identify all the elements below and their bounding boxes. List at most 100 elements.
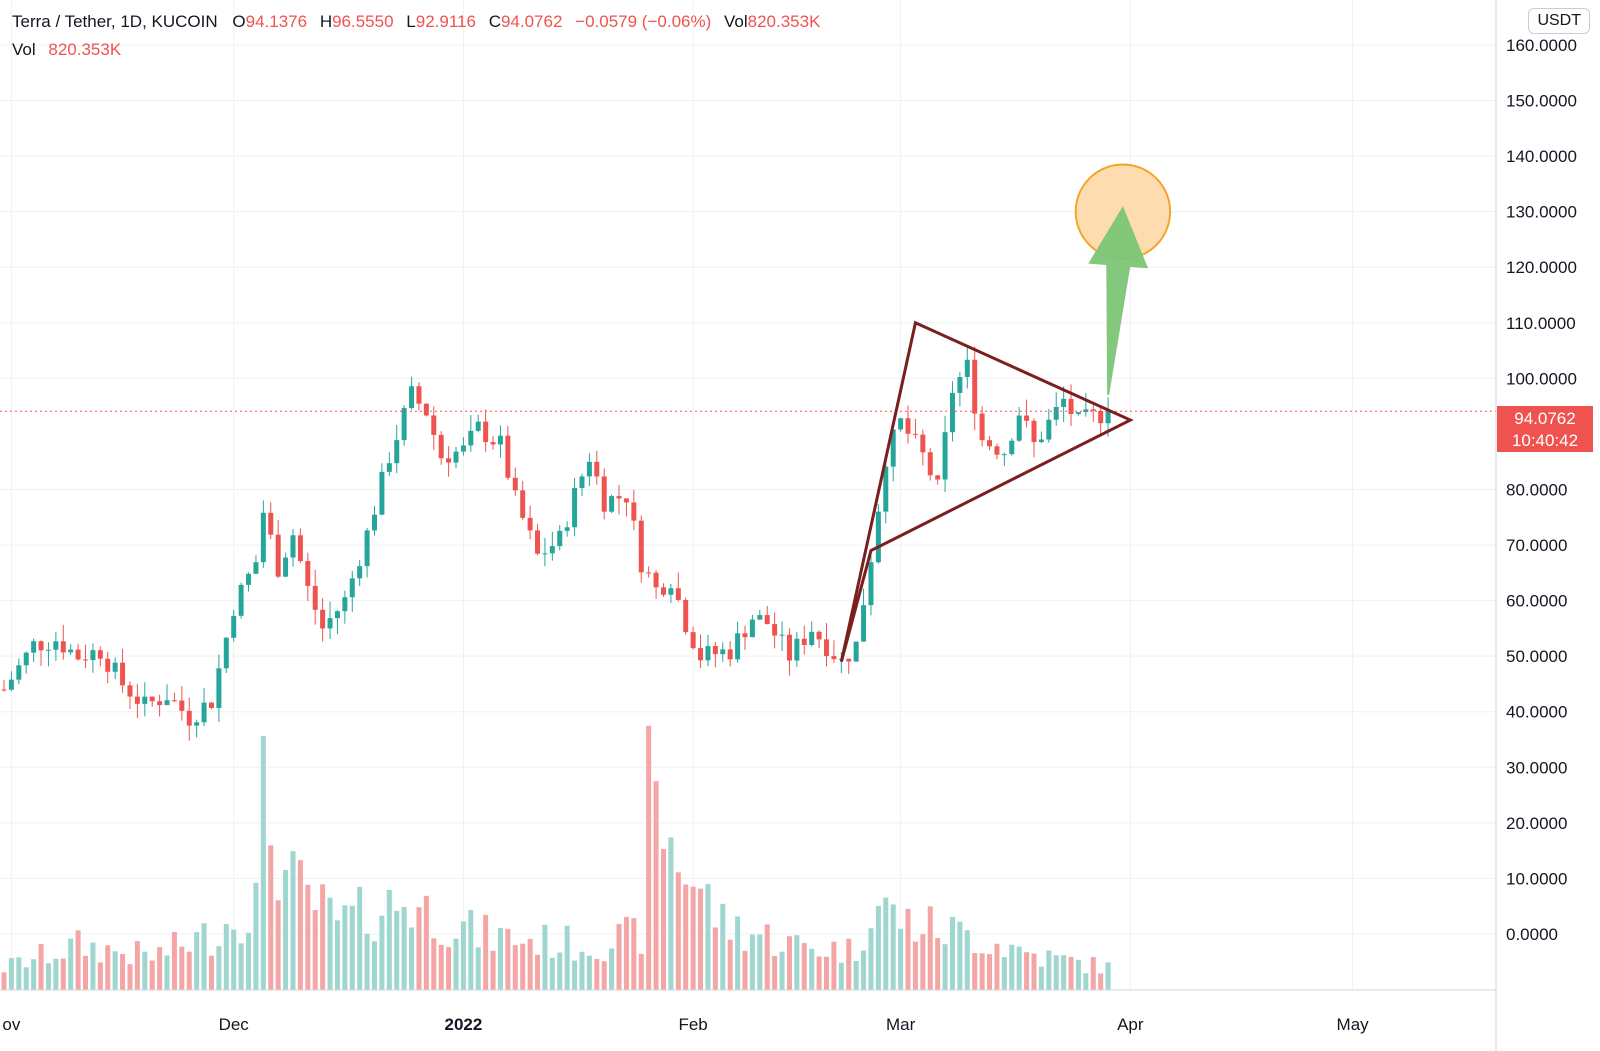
candle-body	[68, 649, 74, 653]
candle-body	[972, 359, 978, 414]
volume-bar	[779, 951, 785, 990]
candle-body	[853, 641, 859, 662]
volume-bar	[727, 939, 733, 990]
last-price-value: 94.0762	[1514, 409, 1576, 428]
volume-bar	[127, 964, 133, 990]
volume-bar	[364, 933, 370, 990]
volume-bar	[105, 945, 111, 990]
volume-bar	[53, 958, 59, 990]
volume-bar	[497, 927, 503, 990]
volume-bar	[816, 956, 822, 990]
candle-body	[149, 696, 155, 702]
candle-body	[297, 535, 303, 562]
volume-bar	[742, 950, 748, 990]
currency-button[interactable]: USDT	[1528, 8, 1590, 34]
volume-bar	[1090, 957, 1096, 990]
volume-bar	[157, 947, 163, 990]
candle-body	[623, 498, 629, 503]
x-tick-label: Feb	[678, 1015, 707, 1034]
candle-body	[268, 512, 274, 535]
candle-body	[409, 386, 415, 409]
volume-bar	[483, 914, 489, 990]
candle-body	[60, 641, 66, 653]
volume-bar	[327, 897, 333, 990]
candle-body	[646, 572, 652, 574]
volume-bar	[994, 943, 1000, 990]
volume-bar	[749, 934, 755, 990]
volume-bar	[23, 967, 29, 990]
candle-body	[53, 641, 59, 650]
volume-bar	[305, 884, 311, 990]
volume-bar	[238, 943, 244, 990]
symbol-label[interactable]: Terra / Tether, 1D, KUCOIN	[12, 12, 218, 31]
volume-bar	[609, 948, 615, 990]
x-tick-label: Apr	[1117, 1015, 1144, 1034]
volume-bar	[194, 932, 200, 990]
candle-body	[179, 700, 185, 711]
volume-legend-label[interactable]: Vol	[12, 40, 36, 59]
candle-body	[816, 631, 822, 640]
y-tick-label: 40.0000	[1506, 703, 1567, 722]
candle-body	[327, 618, 333, 629]
candle-body	[372, 514, 377, 531]
volume-bar	[297, 860, 303, 990]
x-tick-label: ov	[2, 1015, 20, 1034]
candle-body	[1098, 410, 1104, 424]
y-tick-label: 30.0000	[1506, 758, 1567, 777]
candle-body	[246, 573, 252, 585]
volume-bar	[1046, 950, 1052, 990]
candle-body	[38, 641, 44, 651]
candle-body	[631, 502, 637, 521]
volume-bar	[283, 869, 289, 990]
candle-body	[349, 578, 355, 598]
volume-bar	[468, 910, 474, 990]
candle-body	[194, 722, 200, 726]
volume-bar	[186, 951, 192, 990]
candle-body	[483, 421, 489, 443]
volume-bar	[786, 936, 792, 990]
candle-body	[1075, 412, 1081, 414]
volume-bar	[831, 941, 837, 990]
volume-bar	[201, 923, 207, 990]
y-tick-label: 80.0000	[1506, 480, 1567, 499]
y-tick-label: 110.0000	[1506, 314, 1576, 333]
candle-body	[468, 430, 474, 446]
candle-body	[772, 624, 778, 636]
candle-body	[712, 646, 718, 655]
candle-body	[898, 418, 904, 430]
volume-bar	[764, 924, 770, 990]
candle-body	[875, 511, 881, 563]
candle-body	[142, 696, 148, 704]
candle-body	[957, 376, 963, 393]
volume-bar	[179, 946, 185, 990]
candle-body	[305, 561, 311, 586]
candle-body	[497, 435, 503, 445]
volume-bar	[142, 951, 148, 990]
candle-body	[705, 646, 711, 661]
triangle-pattern	[839, 320, 1134, 663]
volume-bar	[846, 938, 852, 990]
volume-legend: Vol 820.353K	[12, 40, 121, 60]
volume-bar	[253, 882, 259, 990]
volume-bar	[653, 781, 659, 990]
volume-bar	[164, 955, 170, 990]
candle-body	[698, 648, 704, 661]
y-tick-label: 100.0000	[1506, 369, 1577, 388]
volume-bar	[16, 957, 22, 990]
volume-bar	[979, 953, 985, 990]
candle-body	[949, 392, 955, 433]
volume-bar	[579, 951, 585, 990]
candle-body	[920, 434, 926, 453]
volume-bar	[905, 908, 911, 990]
candle-body	[446, 458, 452, 463]
volume-bar	[698, 888, 704, 990]
volume-bar	[757, 934, 763, 990]
change-value: −0.0579 (−0.06%)	[575, 12, 712, 31]
volume-bar	[1016, 946, 1022, 990]
candle-body	[208, 702, 214, 708]
volume-bar	[675, 872, 681, 990]
y-tick-label: 10.0000	[1506, 869, 1567, 888]
candle-body	[549, 546, 555, 554]
volume-bar	[349, 905, 355, 990]
